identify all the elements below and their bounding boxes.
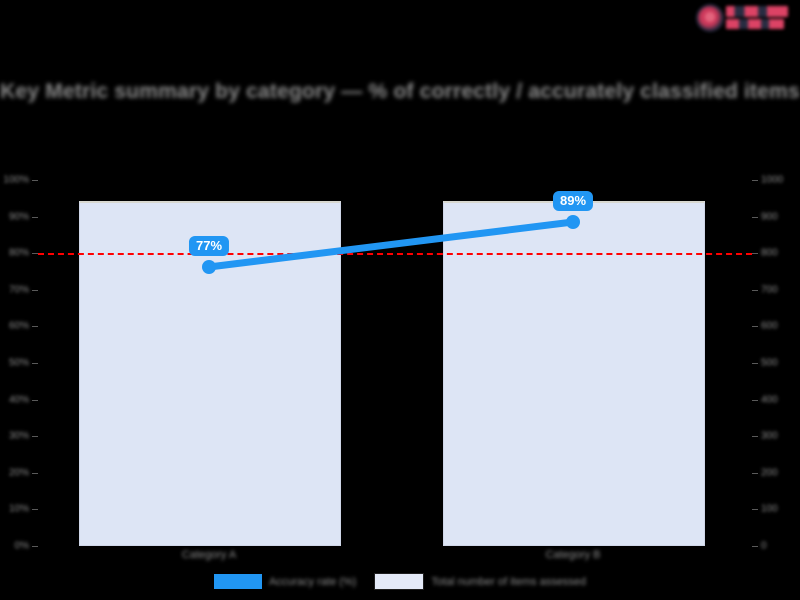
right-axis-tick-label: 700 <box>761 284 778 296</box>
right-value-axis: 1000 900 800 700 600 500 400 300 200 100 0 <box>752 175 800 552</box>
right-axis-tick <box>752 509 758 511</box>
left-axis-tick-label: 40% <box>8 394 29 406</box>
right-axis-tick <box>752 253 758 255</box>
right-axis-tick <box>752 363 758 364</box>
left-axis-tick-label: 0% <box>14 540 29 552</box>
left-axis-tick-label: 90% <box>8 211 29 223</box>
data-label-category-a: 77% <box>188 236 230 256</box>
line-segment <box>205 218 577 271</box>
left-axis-tick <box>32 180 38 181</box>
right-axis-tick <box>752 472 758 474</box>
left-axis-tick <box>32 326 38 328</box>
data-point-category-a[interactable] <box>202 260 216 274</box>
right-axis-tick-label: 200 <box>761 467 778 479</box>
left-axis-tick <box>32 216 38 218</box>
logo-wordmark-line-2 <box>726 19 784 29</box>
right-axis-tick <box>752 326 758 328</box>
left-axis-tick-label: 30% <box>8 430 29 442</box>
brand-logo <box>696 3 792 33</box>
right-axis-tick-label: 500 <box>761 357 778 369</box>
left-axis-tick <box>32 509 38 511</box>
right-axis-tick-label: 800 <box>761 247 778 259</box>
x-axis-label-category-b: Category B <box>545 549 601 561</box>
data-label-category-b: 89% <box>552 191 594 211</box>
left-axis-tick <box>32 472 38 474</box>
legend-item-accuracy-rate[interactable]: Accuracy rate (%) <box>213 574 357 589</box>
left-axis-tick-label: 50% <box>8 357 29 369</box>
right-axis-tick-label: 400 <box>761 394 778 406</box>
left-axis-tick <box>32 546 38 547</box>
accuracy-line-series <box>202 215 580 274</box>
right-axis-tick-label: 600 <box>761 320 778 332</box>
right-axis-tick-label: 900 <box>761 211 778 223</box>
left-axis-tick-label: 100% <box>3 174 29 186</box>
left-axis-tick-label: 20% <box>8 467 29 479</box>
left-axis-tick <box>32 253 38 255</box>
legend-item-total-items[interactable]: Total number of items assessed <box>374 573 586 590</box>
right-axis-tick <box>752 180 758 181</box>
left-axis-tick-label: 60% <box>8 320 29 332</box>
logo-wordmark-line-1 <box>726 6 788 17</box>
left-axis-tick <box>32 436 38 438</box>
legend-label-total-items: Total number of items assessed <box>431 575 587 588</box>
target-threshold-line <box>38 253 752 255</box>
right-axis-tick <box>752 216 758 218</box>
legend-swatch-icon-line <box>213 574 262 589</box>
bar-category-b[interactable] <box>443 201 705 546</box>
left-axis-tick-label: 10% <box>8 503 29 515</box>
left-axis-tick <box>32 363 38 364</box>
right-axis-tick <box>752 436 758 438</box>
right-axis-tick <box>752 546 758 547</box>
right-axis-tick <box>752 289 758 291</box>
x-axis-label-category-a: Category A <box>181 549 237 561</box>
left-axis-tick-label: 70% <box>8 284 29 296</box>
data-point-category-b[interactable] <box>566 215 580 229</box>
right-axis-tick-label: 1000 <box>761 174 784 186</box>
legend-label-accuracy-rate: Accuracy rate (%) <box>268 575 357 588</box>
left-axis-tick-label: 80% <box>8 247 29 259</box>
left-value-axis: 100% 90% 80% 70% 60% 50% 40% 30% 20% 10% 0% <box>0 175 38 552</box>
legend-swatch-icon-bar <box>374 573 425 590</box>
right-axis-tick-label: 300 <box>761 430 778 442</box>
logo-mark-icon <box>698 6 722 30</box>
left-axis-tick <box>32 399 38 401</box>
right-axis-tick-label: 100 <box>761 503 778 515</box>
plot-area: 77% 89% <box>38 180 752 546</box>
chart-legend: Accuracy rate (%) Total number of items … <box>0 573 800 590</box>
right-axis-tick <box>752 399 758 401</box>
right-axis-tick-label: 0 <box>761 540 767 552</box>
left-axis-tick <box>32 289 38 291</box>
chart-title: Key Metric summary by category — % of co… <box>0 80 800 103</box>
